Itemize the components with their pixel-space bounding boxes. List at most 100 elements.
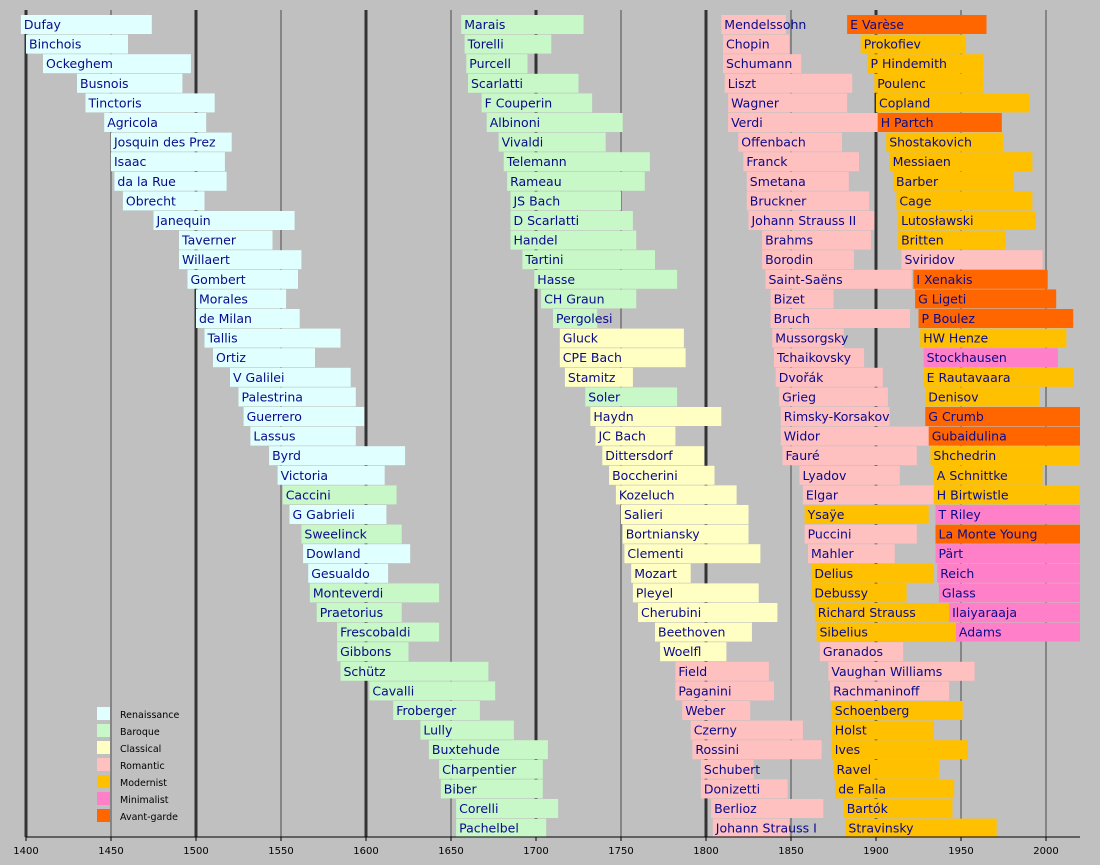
composer-bar-purcell bbox=[466, 54, 528, 74]
composer-label-rameau: Rameau bbox=[510, 174, 562, 189]
composer-bar-g-crumb bbox=[925, 407, 1080, 426]
composer-bar-lyadov bbox=[799, 465, 900, 485]
composer-label-dowland: Dowland bbox=[306, 546, 361, 561]
composer-bar-praetorius bbox=[316, 603, 402, 622]
composer-label-franck: Franck bbox=[746, 154, 788, 169]
composer-label-js-bach: JS Bach bbox=[513, 193, 561, 208]
composer-bar-sch-tz bbox=[340, 661, 489, 681]
composer-bar-la-monte-young bbox=[935, 524, 1080, 544]
composer-bar-prokofiev bbox=[860, 34, 967, 54]
composer-bar-rossini bbox=[692, 740, 822, 760]
composer-label-elgar: Elgar bbox=[806, 487, 839, 502]
composer-bar-johann-strauss-ii bbox=[748, 211, 875, 230]
composer-bar-rachmaninoff bbox=[830, 681, 950, 701]
composer-label-czerny: Czerny bbox=[694, 723, 738, 738]
composer-bar-vaughan-williams bbox=[828, 661, 975, 681]
composer-bar-copland bbox=[876, 93, 1029, 113]
composer-bar-elgar bbox=[802, 485, 934, 505]
legend: Renaissance Baroque Classical Romantic Moder… bbox=[97, 707, 179, 823]
composer-bar-richard-strauss bbox=[814, 603, 960, 622]
composer-bar-vivaldi bbox=[498, 132, 606, 152]
composer-bar-corelli bbox=[456, 799, 559, 818]
composer-bar-franck bbox=[743, 152, 859, 172]
composer-label-willaert: Willaert bbox=[182, 252, 230, 267]
composer-bar-buxtehude bbox=[428, 740, 548, 760]
composer-bar-charpentier bbox=[439, 759, 543, 779]
composer-label-biber: Biber bbox=[444, 781, 478, 796]
composer-bar-hasse bbox=[534, 269, 678, 289]
composer-label-corelli: Corelli bbox=[459, 801, 498, 816]
composer-label-bruckner: Bruckner bbox=[750, 193, 807, 208]
composer-bar-mahler bbox=[808, 544, 895, 564]
composer-label-tinctoris: Tinctoris bbox=[88, 95, 142, 110]
composer-bar-denisov bbox=[925, 387, 1040, 407]
composer-label-bruch: Bruch bbox=[774, 311, 810, 326]
x-tick-label-1850: 1850 bbox=[778, 846, 803, 857]
composer-bar-ilaiyaraaja bbox=[949, 603, 1080, 622]
legend-label-minimalist: Minimalist bbox=[120, 795, 169, 806]
composer-bar-g-gabrieli bbox=[289, 505, 387, 524]
composer-bar-biber bbox=[440, 779, 543, 799]
legend-swatch-minimalist bbox=[97, 792, 110, 805]
composer-bar-willaert bbox=[179, 250, 302, 270]
composer-bar-p-hindemith bbox=[867, 54, 984, 74]
composer-label-bizet: Bizet bbox=[774, 291, 805, 306]
composer-bar-bruckner bbox=[746, 191, 870, 211]
composer-bar-obrecht bbox=[122, 191, 205, 211]
composer-bar-berlioz bbox=[711, 799, 824, 818]
composer-bar-jc-bach bbox=[595, 426, 676, 446]
composer-bar-granados bbox=[819, 642, 904, 662]
composer-label-mozart: Mozart bbox=[634, 566, 677, 581]
composer-bar-gesualdo bbox=[308, 563, 389, 583]
legend-swatch-renaissance bbox=[97, 707, 110, 720]
composer-bar-bruch bbox=[770, 309, 910, 328]
composer-label-la-monte-young: La Monte Young bbox=[939, 527, 1038, 542]
composer-label-scarlatti: Scarlatti bbox=[471, 76, 523, 91]
x-tick-label-1500: 1500 bbox=[183, 846, 208, 857]
composer-bar-g-ligeti bbox=[915, 289, 1057, 309]
composer-bar-victoria bbox=[277, 465, 385, 485]
composer-label-praetorius: Praetorius bbox=[320, 605, 383, 620]
composer-bar-shostakovich bbox=[886, 132, 1004, 152]
composer-bar-gibbons bbox=[337, 642, 409, 662]
composer-label-britten: Britten bbox=[901, 233, 944, 248]
x-tick-label-1450: 1450 bbox=[98, 846, 123, 857]
composer-label-liszt: Liszt bbox=[728, 76, 757, 91]
composer-label-schumann: Schumann bbox=[726, 56, 792, 71]
composer-label-mussorgsky: Mussorgsky bbox=[775, 331, 849, 346]
composer-bar-debussy bbox=[811, 583, 907, 603]
composer-bar-cpe-bach bbox=[559, 348, 686, 368]
composer-label-hasse: Hasse bbox=[537, 272, 575, 287]
composer-bar-widor bbox=[780, 426, 939, 446]
composer-label-busnois: Busnois bbox=[80, 76, 129, 91]
composer-bar-britten bbox=[898, 230, 1006, 250]
composer-bar-cherubini bbox=[638, 603, 778, 622]
composer-label-ilaiyaraaja: Ilaiyaraaja bbox=[952, 605, 1017, 620]
composer-bar-i-xenakis bbox=[913, 269, 1048, 289]
composer-label-gesualdo: Gesualdo bbox=[311, 566, 370, 581]
composer-bar-donizetti bbox=[700, 779, 788, 799]
composer-label-salieri: Salieri bbox=[624, 507, 663, 522]
composer-label-t-riley: T Riley bbox=[938, 507, 982, 522]
composer-label-taverner: Taverner bbox=[181, 233, 237, 248]
composer-label-widor: Widor bbox=[784, 429, 821, 444]
composer-bar-caccini bbox=[282, 485, 397, 505]
composer-label-agricola: Agricola bbox=[107, 115, 158, 130]
composer-label-sweelinck: Sweelinck bbox=[304, 527, 367, 542]
composer-bar-stravinsky bbox=[845, 818, 997, 838]
composer-label-field: Field bbox=[678, 664, 707, 679]
legend-swatch-modernist bbox=[97, 775, 110, 788]
legend-swatch-classical bbox=[97, 741, 110, 754]
composer-label-dvo-k: Dvořák bbox=[779, 370, 824, 385]
composer-bar-bortniansky bbox=[622, 524, 749, 544]
composer-label-granados: Granados bbox=[823, 644, 883, 659]
x-tick-label-1700: 1700 bbox=[523, 846, 548, 857]
composer-bar-taverner bbox=[179, 230, 273, 250]
composer-label-gubaidulina: Gubaidulina bbox=[932, 429, 1007, 444]
composer-label-glass: Glass bbox=[942, 585, 976, 600]
composer-label-bortniansky: Bortniansky bbox=[626, 527, 701, 542]
composer-label-johann-strauss-ii: Johann Strauss II bbox=[751, 213, 857, 228]
composer-label-p-hindemith: P Hindemith bbox=[871, 56, 947, 71]
composer-label-g-crumb: G Crumb bbox=[928, 409, 984, 424]
